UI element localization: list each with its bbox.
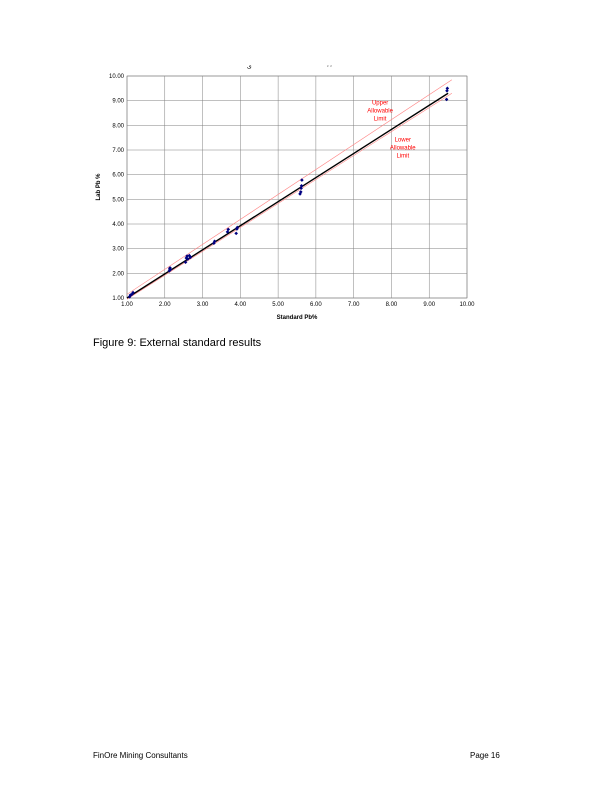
data-point <box>445 89 449 93</box>
annotation-line: Limit <box>396 153 409 159</box>
data-point <box>444 97 449 102</box>
annotation-line: Allowable <box>367 108 393 114</box>
upper-limit-line <box>126 79 453 295</box>
x-tick-label: 8.00 <box>386 302 398 308</box>
lines <box>126 79 453 300</box>
y-tick-label: 4.00 <box>112 222 124 228</box>
data-point <box>185 254 189 258</box>
data-point <box>235 225 240 230</box>
figure-caption: Figure 9: External standard results <box>93 337 262 349</box>
data-point <box>184 256 189 260</box>
chart-title-fragment-1: ى <box>247 64 252 70</box>
annotation-line: Allowable <box>390 145 416 151</box>
data-points <box>127 86 450 299</box>
plot-area <box>126 75 468 299</box>
annotation-line: Limit <box>374 116 387 122</box>
data-point <box>212 239 217 244</box>
y-tick-label: 5.00 <box>112 197 124 203</box>
y-tick-label: 3.00 <box>112 247 124 253</box>
data-point <box>131 290 135 295</box>
x-axis-label: Standard Pb% <box>277 315 318 321</box>
data-point <box>168 267 173 272</box>
x-tick-label: 10.00 <box>459 302 475 308</box>
data-point <box>128 293 133 297</box>
x-tick-label: 6.00 <box>310 302 322 308</box>
lower-limit-annotation: Lower Allowable Limit <box>390 137 416 159</box>
data-point <box>130 292 134 297</box>
annotation-line: Upper <box>372 100 388 106</box>
y-tick-label: 7.00 <box>112 148 124 154</box>
data-point <box>235 227 239 231</box>
upper-limit-annotation: Upper Allowable Limit <box>367 100 393 122</box>
x-tick-label: 4.00 <box>234 302 246 308</box>
lower-limit-line <box>126 93 453 300</box>
y-tick-label: 9.00 <box>112 99 124 105</box>
data-point <box>226 227 231 232</box>
x-tick-label: 3.00 <box>197 302 209 308</box>
fit-line <box>126 92 449 299</box>
y-tick-label: 2.00 <box>112 271 124 277</box>
y-tick-label: 10.00 <box>109 74 125 80</box>
data-point <box>445 86 450 91</box>
footer-company: FinOre Mining Consultants <box>93 751 188 760</box>
data-point <box>234 231 238 236</box>
x-tick-label: 1.00 <box>121 302 133 308</box>
annotation-line: Lower <box>395 137 411 143</box>
data-point <box>298 190 303 194</box>
data-point <box>300 178 304 182</box>
x-tick-label: 9.00 <box>423 302 435 308</box>
y-tick-label: 1.00 <box>112 296 124 302</box>
footer-page-number: Page 16 <box>470 751 500 760</box>
data-point <box>167 269 172 273</box>
chart-title-fragment-2: ۥ ۥ <box>327 64 332 70</box>
data-point <box>299 186 303 191</box>
annotations: Upper Allowable Limit Lower Allowable Limit <box>367 100 416 159</box>
chart: ى ۥ ۥ 1.00 2.00 3.00 4.00 5.00 6.00 7.00 8.00 9.… <box>96 64 475 321</box>
data-point <box>299 183 304 188</box>
y-tick-label: 6.00 <box>112 173 124 179</box>
x-tick-label: 7.00 <box>348 302 360 308</box>
axis-ticks: 1.00 2.00 3.00 4.00 5.00 6.00 7.00 8.00 9.00 10.0… <box>109 74 475 308</box>
y-axis-label: Lab Pb % <box>96 173 102 201</box>
y-tick-label: 8.00 <box>112 123 124 129</box>
x-tick-label: 2.00 <box>159 302 171 308</box>
grid <box>126 75 468 299</box>
x-tick-label: 5.00 <box>272 302 284 308</box>
data-point <box>168 266 172 270</box>
